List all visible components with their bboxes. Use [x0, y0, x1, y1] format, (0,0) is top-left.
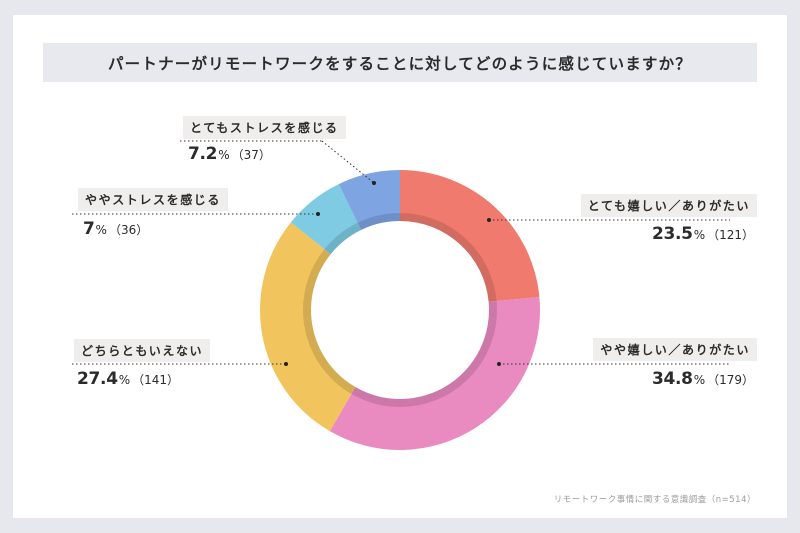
count: （37） — [231, 148, 271, 162]
source-note: リモートワーク事情に関する意識調査（n=514） — [553, 495, 756, 505]
leader-dot-neither — [284, 362, 288, 366]
percent: 27.4 — [77, 369, 118, 389]
percent: 7 — [83, 219, 95, 239]
count: （121） — [707, 228, 754, 242]
donut-inner-shade-very-stressed — [357, 213, 400, 230]
percent-unit: % — [218, 148, 230, 162]
percent-unit: % — [693, 228, 706, 242]
percent: 23.5 — [651, 224, 693, 244]
value-very-stressed: 7.2% （37） — [188, 144, 271, 164]
donut-inner-shade-somewhat-happy — [351, 301, 497, 407]
leader-dot-mild-stress — [316, 212, 320, 216]
percent-unit: % — [118, 373, 131, 387]
value-somewhat-happy: 34.8% （179） — [652, 369, 754, 389]
percent: 7.2 — [188, 144, 218, 164]
title-bar: パートナーがリモートワークをすることに対してどのように感じていますか？ — [43, 43, 757, 82]
leader-dot-somewhat-happy — [497, 362, 501, 366]
percent-unit: % — [95, 223, 107, 237]
label-neither: どちらともいえない — [74, 339, 211, 362]
label-mild-stress: ややストレスを感じる — [78, 188, 229, 211]
value-very-happy: 23.5% （121） — [652, 224, 754, 244]
donut-inner-shade-mild-stress — [324, 222, 362, 255]
count: （179） — [707, 373, 754, 387]
leader-dot-very-stressed — [372, 181, 376, 185]
donut-segment-mild-stress — [290, 184, 362, 255]
percent-unit: % — [693, 373, 706, 387]
label-very-stressed: とてもストレスを感じる — [183, 116, 346, 139]
donut-inner-shade-neither — [303, 249, 356, 394]
donut-segment-very-stressed — [338, 170, 400, 230]
value-neither: 27.4% （141） — [77, 369, 179, 389]
donut-segment-somewhat-happy — [329, 297, 540, 451]
donut-segment-very-happy — [400, 170, 540, 302]
leader-line-very-stressed-diag — [321, 140, 375, 184]
donut-inner-shade-very-happy — [400, 213, 497, 302]
leader-dot-very-happy — [487, 218, 491, 222]
donut-segment-neither — [260, 222, 356, 432]
label-somewhat-happy: やや嬉しい／ありがたい — [593, 338, 757, 361]
percent: 34.8 — [651, 369, 693, 389]
chart-title: パートナーがリモートワークをすることに対してどのように感じていますか？ — [107, 54, 693, 73]
label-very-happy: とても嬉しい／ありがたい — [580, 194, 757, 217]
value-mild-stress: 7% （36） — [83, 219, 148, 239]
count: （141） — [132, 373, 180, 387]
count: （36） — [108, 223, 149, 237]
